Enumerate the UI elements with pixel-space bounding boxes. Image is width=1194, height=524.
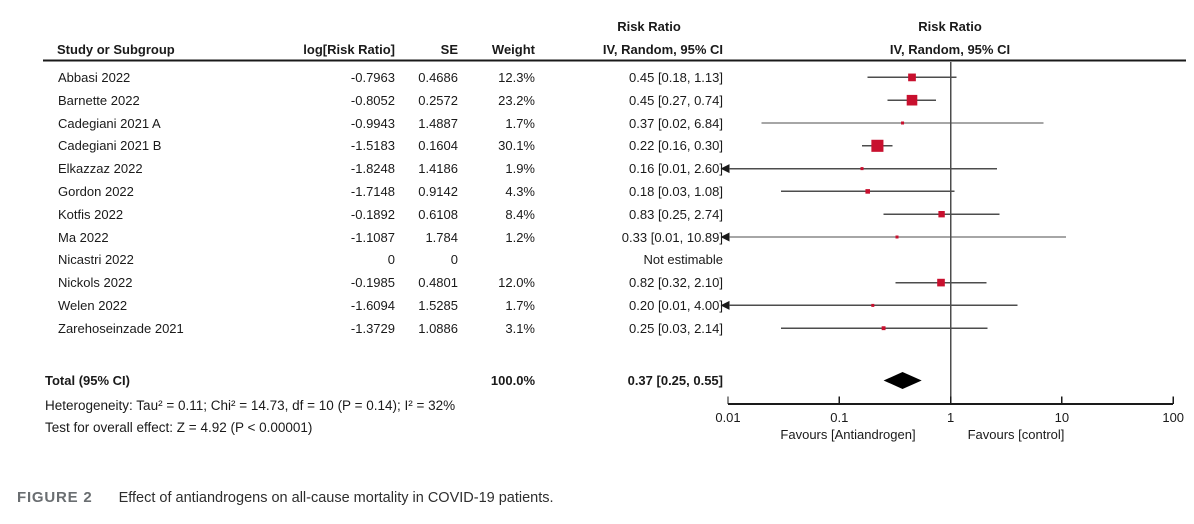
ci-text-cell: 0.45 [0.27, 0.74] (629, 92, 723, 108)
ci-text-cell: 0.37 [0.02, 6.84] (629, 115, 723, 131)
table-header-ci: IV, Random, 95% CI (602, 42, 723, 57)
plot-header-ci: IV, Random, 95% CI (889, 42, 1011, 57)
study-name-cell: Nicastri 2022 (58, 252, 134, 268)
total-row: Total (95% CI) 100.0% 0.37 [0.25, 0.55] (0, 369, 1194, 392)
table-row: Gordon 2022 -1.7148 0.9142 4.3% 0.18 [0.03, … (0, 180, 1194, 203)
se-cell: 1.5285 (418, 298, 458, 313)
forest-plot-figure: Risk Ratio Study or Subgroup log[Risk Ra… (0, 19, 1194, 442)
log-rr-cell: -1.8248 (350, 161, 395, 177)
table-header-se: SE (440, 42, 458, 57)
axis-tick-label: 100 (1162, 410, 1185, 425)
total-ci: 0.37 [0.25, 0.55] (627, 373, 723, 388)
table-row: Cadegiani 2021 B -1.5183 0.1604 30.1% 0.22 [… (0, 134, 1194, 157)
se-cell: 0 (450, 252, 458, 268)
se-cell: 1.4186 (418, 161, 458, 177)
study-name-cell: Ma 2022 (58, 229, 109, 245)
log-rr-cell: -0.7963 (350, 70, 395, 85)
table-row: Elkazzaz 2022 -1.8248 1.4186 1.9% 0.16 [0.01… (0, 157, 1194, 180)
study-name-cell: Gordon 2022 (58, 184, 134, 199)
study-name-cell: Kotfis 2022 (58, 206, 124, 222)
study-name-cell: Abbasi 2022 (58, 70, 131, 85)
figure-caption-text: Effect of antiandrogens on all-cause mor… (118, 490, 554, 506)
weight-cell: 8.4% (505, 206, 535, 222)
study-name-cell: Cadegiani 2021 A (58, 115, 161, 131)
overall-effect-note: Test for overall effect: Z = 4.92 (P < 0… (45, 420, 313, 435)
ci-text-cell: 0.20 [0.01, 4.00] (629, 298, 723, 313)
se-cell: 0.1604 (418, 138, 458, 154)
study-name-cell: Zarehoseinzade 2021 (58, 320, 184, 336)
table-row: Nicastri 2022 0 0 Not estimable (0, 248, 1194, 271)
log-rr-cell: -1.6094 (350, 298, 395, 313)
table-row: Ma 2022 -1.1087 1.784 1.2% 0.33 [0.01, 10.89… (0, 226, 1194, 249)
ci-text-cell: 0.25 [0.03, 2.14] (629, 320, 723, 336)
study-name-cell: Elkazzaz 2022 (58, 161, 143, 177)
se-cell: 0.4801 (418, 275, 458, 291)
weight-cell: 1.9% (505, 161, 535, 177)
weight-cell: 1.7% (505, 298, 535, 313)
axis-tick-label: 0.1 (830, 410, 849, 425)
favours-left-label: Favours [Antiandrogen] (780, 427, 916, 442)
ci-text-cell: 0.33 [0.01, 10.89] (621, 229, 723, 245)
total-label: Total (95% CI) (45, 373, 130, 388)
se-cell: 1.0886 (418, 320, 458, 336)
weight-cell: 1.2% (505, 229, 535, 245)
table-header-study: Study or Subgroup (57, 42, 175, 57)
table-row: Cadegiani 2021 A -0.9943 1.4887 1.7% 0.37 [0… (0, 112, 1194, 135)
ci-text-cell: 0.16 [0.01, 2.60] (629, 161, 723, 177)
table-row: Nickols 2022 -0.1985 0.4801 12.0% 0.82 [0.32… (0, 271, 1194, 294)
weight-cell: 3.1% (505, 320, 535, 336)
log-rr-cell: -1.1087 (350, 229, 395, 245)
study-name-cell: Nickols 2022 (58, 275, 133, 291)
table-row: Abbasi 2022 -0.7963 0.4686 12.3% 0.45 [0.18,… (0, 66, 1194, 89)
table-header-effect: Risk Ratio (617, 19, 681, 34)
weight-cell: 23.2% (498, 92, 535, 108)
log-rr-cell: -0.9943 (350, 115, 395, 131)
axis-tick-label: 0.01 (715, 410, 741, 425)
se-cell: 1.4887 (418, 115, 458, 131)
se-cell: 0.2572 (418, 92, 458, 108)
weight-cell: 30.1% (498, 138, 535, 154)
ci-text-cell: 0.83 [0.25, 2.74] (629, 206, 723, 222)
weight-cell: 12.0% (498, 275, 535, 291)
se-cell: 0.4686 (418, 70, 458, 85)
study-name-cell: Cadegiani 2021 B (58, 138, 162, 154)
favours-right-label: Favours [control] (967, 427, 1065, 442)
log-rr-cell: -1.7148 (350, 184, 395, 199)
log-rr-cell: -0.1892 (350, 206, 395, 222)
total-weight: 100.0% (490, 373, 535, 388)
weight-cell: 4.3% (505, 184, 535, 199)
log-rr-cell: -0.1985 (350, 275, 395, 291)
ci-text-cell: Not estimable (643, 252, 723, 268)
weight-cell: 1.7% (505, 115, 535, 131)
log-rr-cell: -1.3729 (350, 320, 395, 336)
plot-header-effect: Risk Ratio (918, 19, 982, 34)
table-row: Barnette 2022 -0.8052 0.2572 23.2% 0.45 [0.2… (0, 89, 1194, 112)
axis-tick-label: 10 (1054, 410, 1070, 425)
weight-cell: 12.3% (498, 70, 535, 85)
table-header-weight: Weight (491, 42, 535, 57)
axis-tick-label: 1 (946, 410, 955, 425)
se-cell: 1.784 (425, 229, 458, 245)
figure-caption-label: FIGURE 2 (17, 489, 93, 506)
table-header-log-rr: log[Risk Ratio] (303, 42, 395, 57)
ci-text-cell: 0.82 [0.32, 2.10] (629, 275, 723, 291)
se-cell: 0.6108 (418, 206, 458, 222)
log-rr-cell: -1.5183 (350, 138, 395, 154)
heterogeneity-note: Heterogeneity: Tau² = 0.11; Chi² = 14.73… (45, 398, 456, 413)
ci-text-cell: 0.45 [0.18, 1.13] (629, 70, 723, 85)
ci-text-cell: 0.22 [0.16, 0.30] (629, 138, 723, 154)
log-rr-cell: -0.8052 (350, 92, 395, 108)
weight-cell (468, 248, 535, 271)
table-row: Zarehoseinzade 2021 -1.3729 1.0886 3.1% 0.25… (0, 317, 1194, 340)
log-rr-cell: 0 (387, 252, 395, 268)
se-cell: 0.9142 (418, 184, 458, 199)
study-name-cell: Barnette 2022 (58, 92, 140, 108)
figure-caption: FIGURE 2 Effect of antiandrogens on all-… (17, 489, 554, 506)
ci-text-cell: 0.18 [0.03, 1.08] (629, 184, 723, 199)
table-row: Welen 2022 -1.6094 1.5285 1.7% 0.20 [0.01, 4… (0, 294, 1194, 317)
study-name-cell: Welen 2022 (58, 298, 128, 313)
table-row: Kotfis 2022 -0.1892 0.6108 8.4% 0.83 [0.25, … (0, 203, 1194, 226)
